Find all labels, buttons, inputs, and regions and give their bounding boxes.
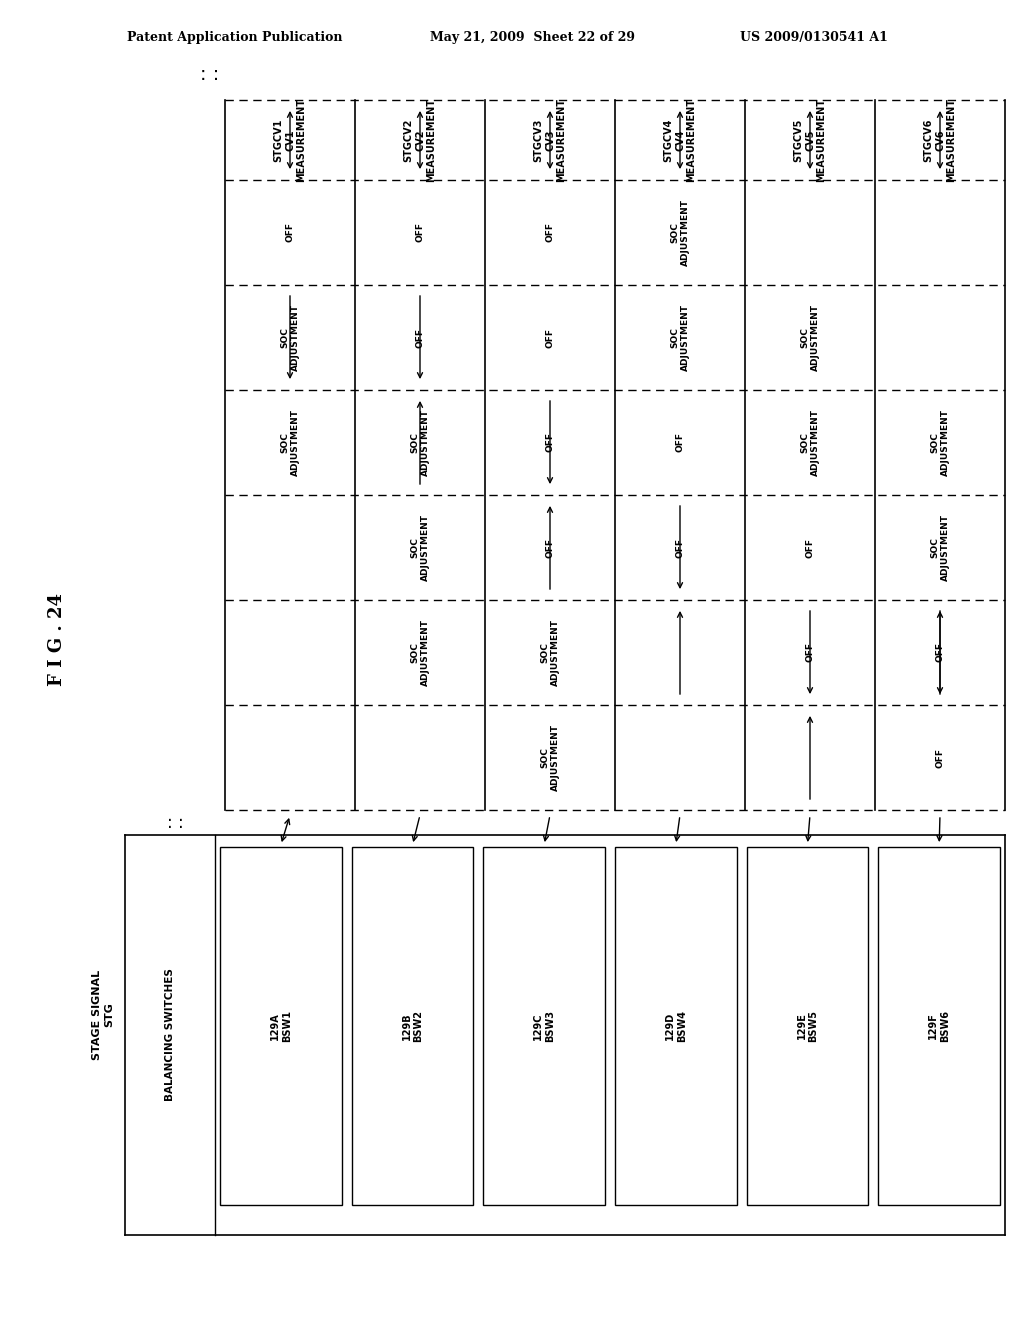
Text: SOC
ADJUSTMENT: SOC ADJUSTMENT [671,304,690,371]
Text: STGCV5
CV5
MEASUREMENT: STGCV5 CV5 MEASUREMENT [794,98,826,182]
Text: OFF: OFF [936,643,944,663]
Text: STGCV2
CV2
MEASUREMENT: STGCV2 CV2 MEASUREMENT [403,98,436,182]
Bar [351,847,473,1205]
Text: OFF: OFF [546,327,555,347]
Text: F I G . 24: F I G . 24 [48,594,66,686]
Bar [220,847,342,1205]
Text: OFF: OFF [286,223,295,243]
Text: OFF: OFF [546,223,555,243]
Text: SOC
ADJUSTMENT: SOC ADJUSTMENT [411,409,430,477]
Text: Patent Application Publication: Patent Application Publication [127,32,342,45]
Text: STGCV4
CV4
MEASUREMENT: STGCV4 CV4 MEASUREMENT [664,98,696,182]
Text: 129B
BSW2: 129B BSW2 [401,1010,423,1041]
Text: 129F
BSW6: 129F BSW6 [929,1010,950,1041]
Text: BALANCING SWITCHES: BALANCING SWITCHES [165,969,175,1101]
Text: SOC
ADJUSTMENT: SOC ADJUSTMENT [930,409,949,477]
Text: 129A
BSW1: 129A BSW1 [270,1010,292,1041]
Text: STGCV3
CV3
MEASUREMENT: STGCV3 CV3 MEASUREMENT [534,98,566,182]
Text: OFF: OFF [416,327,425,347]
Text: OFF: OFF [546,537,555,557]
Text: SOC
ADJUSTMENT: SOC ADJUSTMENT [671,199,690,267]
Text: 129C
BSW3: 129C BSW3 [534,1010,555,1041]
Text: OFF: OFF [806,537,814,557]
Text: SOC
ADJUSTMENT: SOC ADJUSTMENT [411,513,430,581]
Text: US 2009/0130541 A1: US 2009/0130541 A1 [740,32,888,45]
Bar [483,847,605,1205]
Text: 129D
BSW4: 129D BSW4 [665,1010,687,1041]
Text: : :: : : [167,813,183,832]
Text: SOC
ADJUSTMENT: SOC ADJUSTMENT [801,304,819,371]
Text: STGCV1
CV1
MEASUREMENT: STGCV1 CV1 MEASUREMENT [273,98,306,182]
Bar [746,847,868,1205]
Text: OFF: OFF [936,747,944,767]
Text: OFF: OFF [806,643,814,663]
Text: SOC
ADJUSTMENT: SOC ADJUSTMENT [930,513,949,581]
Text: SOC
ADJUSTMENT: SOC ADJUSTMENT [541,723,560,791]
Text: STGCV6
CV6
MEASUREMENT: STGCV6 CV6 MEASUREMENT [924,98,956,182]
Text: OFF: OFF [676,537,684,557]
Text: SOC
ADJUSTMENT: SOC ADJUSTMENT [411,619,430,686]
Text: SOC
ADJUSTMENT: SOC ADJUSTMENT [281,304,300,371]
Text: STAGE SIGNAL
STG: STAGE SIGNAL STG [92,970,114,1060]
Text: SOC
ADJUSTMENT: SOC ADJUSTMENT [801,409,819,477]
Text: : :: : : [201,66,219,84]
Text: OFF: OFF [546,433,555,453]
Text: OFF: OFF [676,433,684,453]
Text: OFF: OFF [416,223,425,243]
Bar [615,847,736,1205]
Text: SOC
ADJUSTMENT: SOC ADJUSTMENT [281,409,300,477]
Text: 129E
BSW5: 129E BSW5 [797,1010,818,1041]
Bar [879,847,1000,1205]
Text: SOC
ADJUSTMENT: SOC ADJUSTMENT [541,619,560,686]
Text: May 21, 2009  Sheet 22 of 29: May 21, 2009 Sheet 22 of 29 [430,32,635,45]
